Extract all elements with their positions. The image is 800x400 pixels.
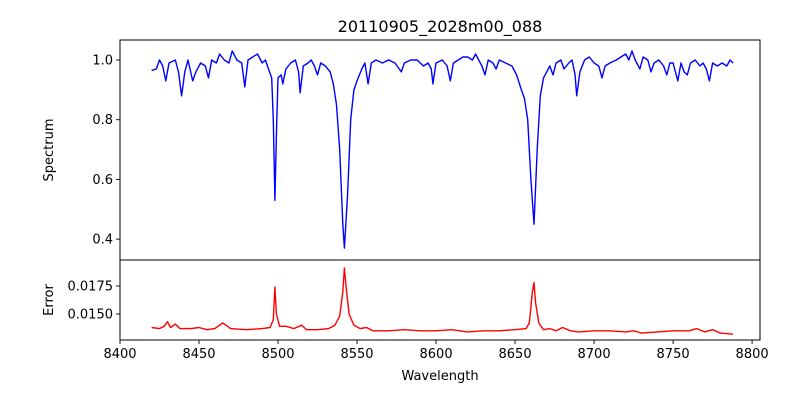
x-tick-label: 8750 bbox=[657, 347, 690, 362]
x-tick-label: 8600 bbox=[420, 347, 453, 362]
x-tick-label: 8450 bbox=[182, 347, 215, 362]
y-tick-label: 0.0175 bbox=[68, 279, 114, 294]
x-tick: 8450 bbox=[182, 340, 216, 362]
x-tick-label: 8700 bbox=[578, 347, 611, 362]
y-tick-label: 0.0150 bbox=[68, 308, 114, 323]
error-axes: 0.0150 0.0175 8400 8450 8500 8550 8600 8650 8700… bbox=[68, 259, 769, 362]
axes-frame bbox=[119, 259, 761, 341]
y-tick-label: 1.0 bbox=[92, 54, 113, 69]
x-tick-label: 8550 bbox=[340, 347, 373, 362]
chart-title: 20110905_2028m00_088 bbox=[338, 17, 543, 37]
y-tick: 1.0 bbox=[92, 54, 120, 69]
x-tick: 8700 bbox=[578, 340, 611, 362]
x-tick: 8800 bbox=[736, 340, 769, 362]
y-tick: 0.8 bbox=[92, 113, 120, 128]
x-tick: 8400 bbox=[103, 340, 137, 362]
spectrum-axes: 0.4 0.6 0.8 1.0 bbox=[92, 39, 761, 261]
y-tick: 0.6 bbox=[92, 173, 120, 188]
y-tick: 0.0150 bbox=[68, 308, 120, 323]
y-tick-label: 0.8 bbox=[92, 113, 113, 128]
y-tick: 0.4 bbox=[92, 233, 120, 248]
x-tick: 8550 bbox=[340, 340, 374, 362]
x-axis-label: Wavelength bbox=[401, 369, 478, 384]
y-tick-label: 0.4 bbox=[92, 233, 113, 248]
x-tick: 8650 bbox=[499, 340, 532, 362]
y-tick: 0.0175 bbox=[68, 279, 120, 294]
y-tick-label: 0.6 bbox=[92, 173, 113, 188]
x-tick-label: 8800 bbox=[736, 347, 769, 362]
x-tick-label: 8650 bbox=[499, 347, 532, 362]
error-line bbox=[151, 267, 734, 335]
x-tick: 8600 bbox=[420, 340, 453, 362]
spectrum-y-label: Spectrum bbox=[42, 119, 57, 182]
x-tick-label: 8500 bbox=[261, 347, 294, 362]
x-tick: 8750 bbox=[657, 340, 690, 362]
x-tick-label: 8400 bbox=[103, 347, 136, 362]
spectrum-line bbox=[151, 50, 734, 249]
x-tick: 8500 bbox=[261, 340, 295, 362]
error-y-label: Error bbox=[42, 284, 57, 316]
